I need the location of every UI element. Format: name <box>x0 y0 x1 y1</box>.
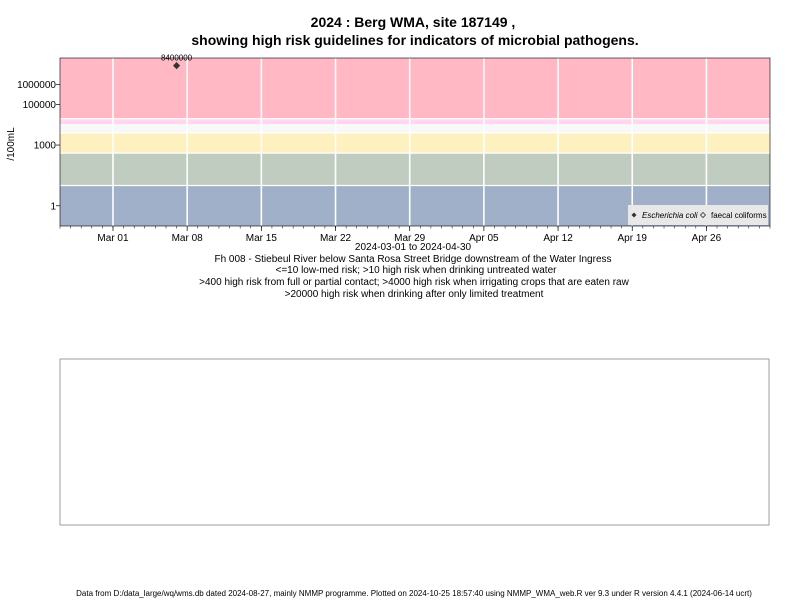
plot-frame <box>59 57 771 227</box>
caption-rule-3: >20000 high risk when drinking after onl… <box>285 289 544 300</box>
caption-rule-1: <=10 low-med risk; >10 high risk when dr… <box>276 265 558 276</box>
x-tick-label-8: Apr 26 <box>692 233 722 244</box>
legend-label-faecal: faecal coliforms <box>711 211 767 220</box>
y-tick-label-2: 100000 <box>23 100 57 111</box>
point-label-series0-0: 8400000 <box>161 54 193 63</box>
legend: Escherichia coli faecal coliforms <box>628 205 768 225</box>
x-tick-label-2: Mar 15 <box>246 233 278 244</box>
grid-lines <box>112 58 708 226</box>
data-points: 8400000 <box>161 54 193 70</box>
x-tick-label-0: Mar 01 <box>97 233 129 244</box>
legend-marker-faecal <box>699 211 707 219</box>
guideline-band-4 <box>60 118 770 125</box>
legend-background <box>628 205 768 225</box>
guideline-band-3 <box>60 124 770 133</box>
x-tick-label-3: Mar 22 <box>320 233 352 244</box>
y-tick-label-1: 1000 <box>34 141 57 152</box>
legend-label-ecoli: Escherichia coli <box>642 211 698 220</box>
x-axis: Mar 01 Mar 08 Mar 15 Mar 22 Mar 29 Apr 05 Apr … <box>59 226 771 244</box>
guideline-band-2 <box>60 132 770 154</box>
guideline-bands <box>60 58 770 226</box>
y-axis: 1 1000 100000 1000000 <box>17 80 60 212</box>
x-tick-label-6: Apr 12 <box>543 233 573 244</box>
guideline-band-5 <box>60 58 770 119</box>
chart-title-line2: showing high risk guidelines for indicat… <box>191 32 638 48</box>
empty-chart-panel <box>59 358 770 526</box>
legend-marker-ecoli <box>631 212 637 218</box>
caption-site: Fh 008 - Stiebeul River below Santa Rosa… <box>214 254 611 265</box>
guideline-band-1 <box>60 153 770 186</box>
x-tick-label-4: Mar 29 <box>394 233 426 244</box>
footer-note: Data from D:/data_large/wq/wms.db dated … <box>76 589 752 598</box>
y-tick-label-3: 1000000 <box>17 80 56 91</box>
x-tick-label-1: Mar 08 <box>172 233 204 244</box>
x-tick-label-7: Apr 19 <box>618 233 648 244</box>
point-series0-0 <box>173 62 181 70</box>
caption-date-range: 2024-03-01 to 2024-04-30 <box>355 242 472 253</box>
y-tick-label-0: 1 <box>50 201 56 212</box>
caption-rule-2: >400 high risk from full or partial cont… <box>199 277 629 288</box>
x-tick-label-5: Apr 05 <box>469 233 499 244</box>
chart-title-line1: 2024 : Berg WMA, site 187149 , <box>311 14 516 30</box>
y-axis-label: /100mL <box>6 127 17 161</box>
